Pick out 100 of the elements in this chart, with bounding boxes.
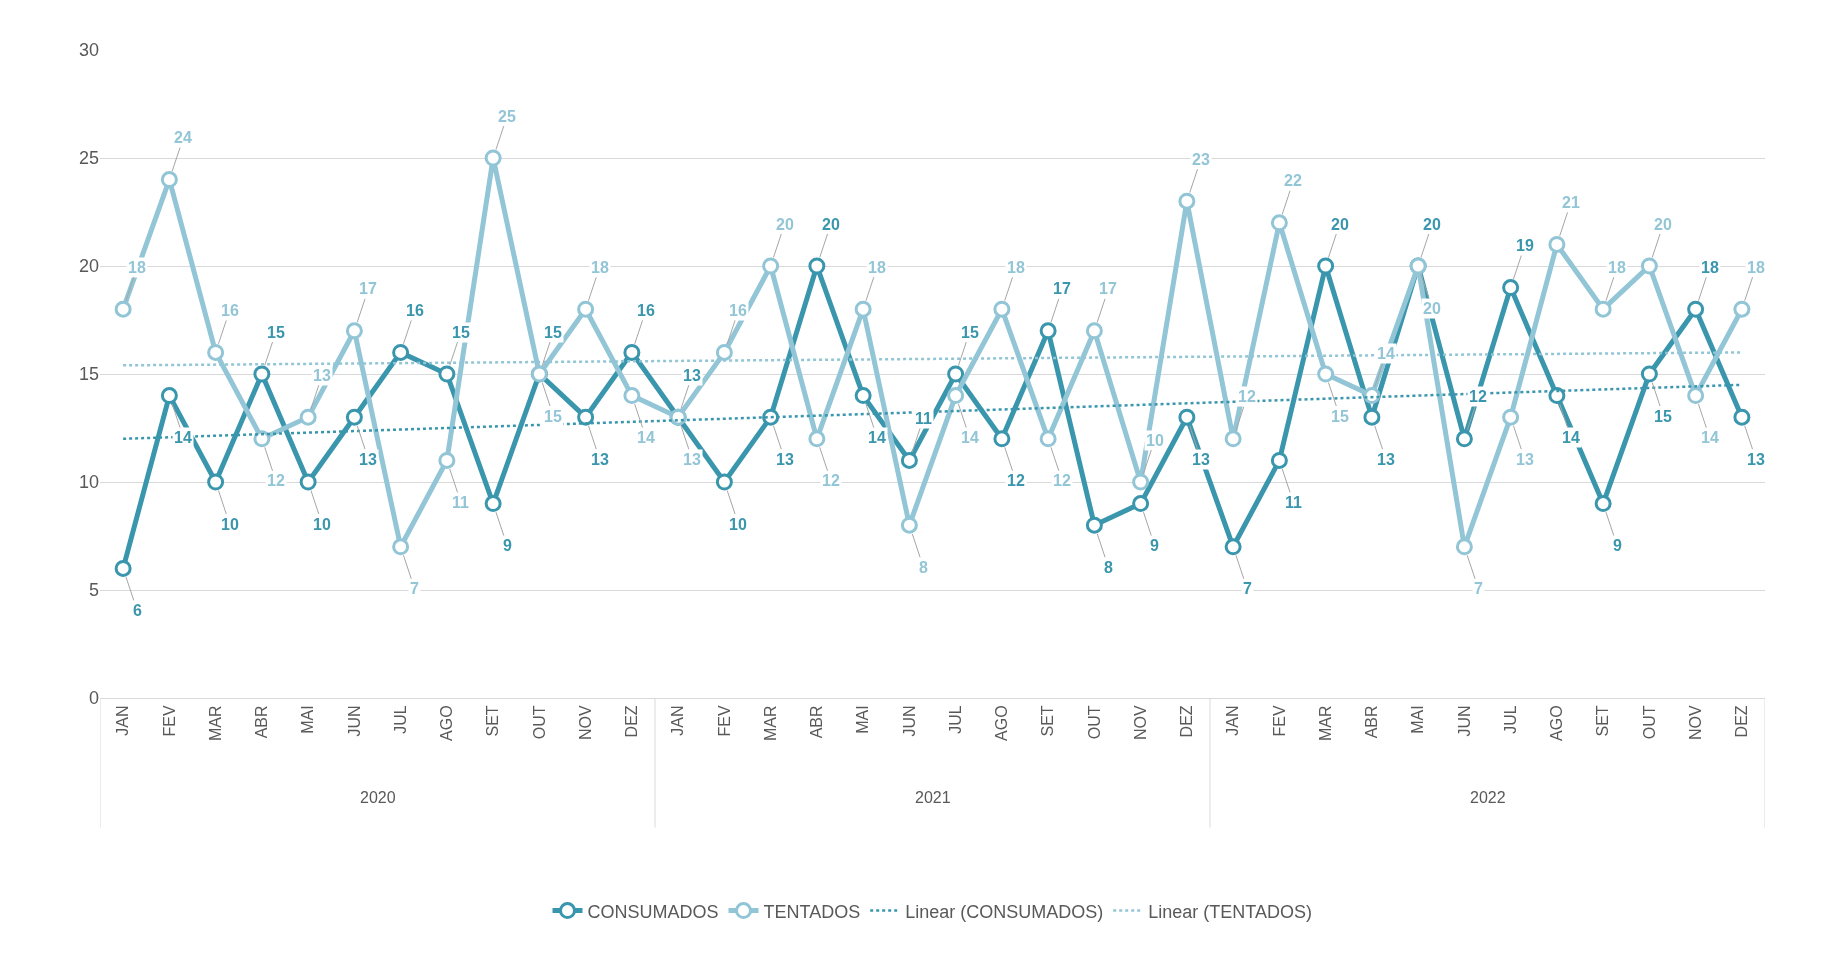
- data-label: 21: [1562, 194, 1580, 211]
- point: [577, 408, 595, 426]
- x-tick-label: SET: [1039, 705, 1057, 737]
- point: [114, 559, 132, 577]
- data-label: 17: [1099, 280, 1117, 297]
- data-label: 11: [452, 494, 470, 511]
- point: [392, 343, 410, 361]
- x-tick-label: JUL: [946, 705, 964, 734]
- data-label: 14: [868, 429, 886, 446]
- legend-label: Linear (TENTADOS): [1148, 901, 1312, 922]
- data-label: 12: [1053, 472, 1071, 489]
- x-tick-label: NOV: [1686, 705, 1704, 741]
- data-label: 10: [221, 516, 239, 533]
- point: [808, 430, 826, 448]
- y-tick-label: 15: [78, 364, 99, 385]
- data-label: 13: [359, 451, 377, 468]
- point: [160, 387, 178, 405]
- x-tick-label: JUN: [900, 705, 918, 737]
- x-tick-label: MAI: [854, 705, 872, 734]
- point: [114, 300, 132, 318]
- data-label: 13: [776, 451, 794, 468]
- point: [484, 495, 502, 513]
- data-label: 18: [1701, 259, 1719, 276]
- point: [1270, 214, 1288, 232]
- point: [1224, 430, 1242, 448]
- data-label: 20: [822, 216, 840, 233]
- legend-label: CONSUMADOS: [587, 901, 719, 922]
- data-label: 13: [683, 367, 701, 384]
- data-label: 19: [1516, 237, 1534, 254]
- point: [1733, 408, 1751, 426]
- data-label: 22: [1284, 172, 1302, 189]
- data-label: 13: [683, 451, 701, 468]
- point: [1687, 300, 1705, 318]
- data-label: 18: [868, 259, 886, 276]
- data-label: 12: [1007, 472, 1025, 489]
- x-tick-label: DEZ: [623, 705, 641, 738]
- point: [854, 387, 872, 405]
- data-label: 16: [729, 302, 747, 319]
- point: [577, 300, 595, 318]
- data-label: 25: [498, 108, 516, 125]
- x-tick-label: FEV: [715, 705, 733, 737]
- data-label: 14: [961, 429, 979, 446]
- text: 2021: [915, 789, 951, 806]
- data-label: 17: [359, 280, 377, 297]
- y-tick-label: 5: [88, 580, 99, 601]
- x-tick-label: MAR: [206, 705, 224, 741]
- point: [900, 516, 918, 534]
- data-label: 14: [1701, 429, 1719, 446]
- y-tick-label: 25: [78, 148, 99, 169]
- data-label: 20: [1423, 300, 1441, 317]
- point: [438, 451, 456, 469]
- point: [1085, 516, 1103, 534]
- data-label: 12: [1238, 388, 1256, 405]
- point: [762, 257, 780, 275]
- point: [808, 257, 826, 275]
- data-label: 24: [174, 129, 192, 146]
- data-label: 8: [1104, 559, 1113, 576]
- point: [1640, 365, 1658, 383]
- text: 2022: [1470, 789, 1506, 806]
- data-label: 14: [1562, 429, 1580, 446]
- x-tick-label: MAI: [299, 705, 317, 734]
- x-tick-label: AGO: [993, 705, 1011, 741]
- data-label: 14: [174, 429, 192, 446]
- x-tick-label: OUT: [1085, 705, 1103, 740]
- point: [1224, 538, 1242, 556]
- x-tick-label: JUN: [1455, 705, 1473, 737]
- data-label: 15: [1331, 408, 1349, 425]
- x-tick-label: ABR: [1363, 705, 1381, 739]
- point: [1594, 495, 1612, 513]
- point: [947, 365, 965, 383]
- point: [299, 473, 317, 491]
- x-tick-label: AGO: [438, 705, 456, 741]
- point: [623, 343, 641, 361]
- data-label: 15: [1654, 408, 1672, 425]
- point: [1363, 408, 1381, 426]
- data-label: 13: [313, 367, 331, 384]
- point: [1317, 257, 1335, 275]
- point: [1270, 451, 1288, 469]
- data-label: 12: [822, 472, 840, 489]
- point: [1178, 408, 1196, 426]
- data-label: 10: [313, 516, 331, 533]
- x-tick-label: DEZ: [1733, 705, 1751, 738]
- point: [1085, 322, 1103, 340]
- point: [900, 451, 918, 469]
- point: [993, 300, 1011, 318]
- x-tick-label: OUT: [1640, 705, 1658, 740]
- x-tick-label: DEZ: [1178, 705, 1196, 738]
- x-tick-label: NOV: [1131, 705, 1149, 741]
- x-tick-label: MAI: [1409, 705, 1427, 734]
- x-tick-label: SET: [1594, 705, 1612, 737]
- y-tick-label: 10: [78, 472, 99, 493]
- data-label: 15: [452, 324, 470, 341]
- data-label: 13: [1377, 451, 1395, 468]
- data-label: 11: [1285, 494, 1303, 511]
- point: [484, 149, 502, 167]
- data-label: 9: [1613, 537, 1622, 554]
- point: [993, 430, 1011, 448]
- data-label: 12: [267, 472, 285, 489]
- data-label: 15: [544, 324, 562, 341]
- point: [1594, 300, 1612, 318]
